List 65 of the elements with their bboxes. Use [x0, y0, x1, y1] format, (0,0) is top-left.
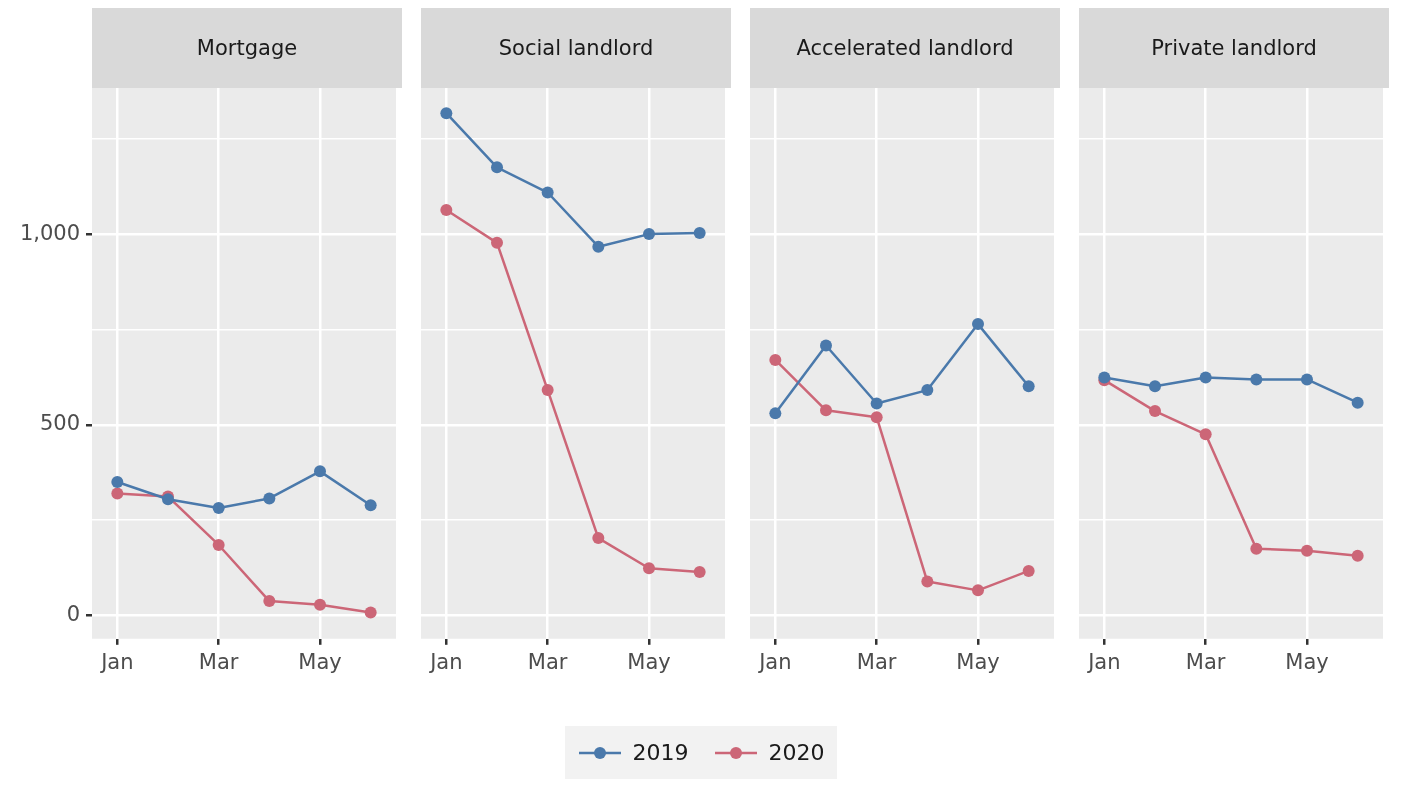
x-tick-label: Jan [1086, 649, 1121, 674]
point [921, 575, 934, 588]
point [592, 532, 605, 545]
point [111, 476, 124, 489]
point [820, 404, 832, 417]
legend-label: 2019 [632, 740, 689, 765]
point [921, 384, 934, 397]
point [693, 226, 706, 239]
point [1301, 373, 1313, 386]
point [541, 384, 554, 397]
point [1199, 428, 1212, 441]
point [314, 465, 326, 478]
point [212, 538, 225, 551]
point [870, 397, 883, 410]
point [1149, 405, 1161, 418]
x-tick-label: Jan [99, 649, 134, 674]
point [1250, 542, 1263, 555]
point [972, 584, 984, 597]
x-tick-label: Mar [527, 649, 568, 674]
point [1022, 564, 1035, 577]
y-tick-label: 0 [66, 601, 80, 626]
point [263, 492, 276, 505]
point [643, 228, 655, 241]
point [643, 562, 655, 575]
y-tick-label: 1,000 [19, 220, 80, 245]
point [491, 236, 503, 249]
point [1022, 380, 1035, 393]
x-tick-label: May [298, 649, 342, 674]
chart-title: Private landlord [1079, 8, 1389, 88]
chart-title: Social landlord [421, 8, 731, 88]
point [1199, 371, 1212, 384]
point [1149, 380, 1161, 393]
point [870, 411, 883, 424]
point [1250, 373, 1263, 386]
x-tick-label: May [956, 649, 1000, 674]
point [440, 107, 453, 120]
point [364, 606, 377, 619]
point [693, 566, 706, 579]
point [972, 318, 984, 331]
point [364, 499, 377, 512]
legend-label: 2020 [768, 740, 825, 765]
point [541, 186, 554, 199]
chart-title: Accelerated landlord [750, 8, 1060, 88]
point [491, 161, 503, 174]
point [592, 240, 605, 253]
x-tick-label: May [627, 649, 671, 674]
point [1351, 549, 1364, 562]
point [212, 501, 225, 514]
point [440, 204, 453, 217]
chart-title: Mortgage [92, 8, 402, 88]
x-tick-label: May [1285, 649, 1329, 674]
point [1351, 396, 1364, 409]
y-tick-label: 500 [39, 411, 80, 436]
point [1301, 544, 1313, 557]
x-tick-label: Mar [1185, 649, 1226, 674]
point [769, 353, 782, 366]
point [769, 407, 782, 420]
x-tick-label: Jan [428, 649, 463, 674]
point [263, 595, 276, 608]
point [111, 487, 124, 500]
x-tick-label: Jan [757, 649, 792, 674]
point [314, 598, 326, 611]
x-tick-label: Mar [198, 649, 239, 674]
point [820, 339, 832, 352]
x-tick-label: Mar [856, 649, 897, 674]
